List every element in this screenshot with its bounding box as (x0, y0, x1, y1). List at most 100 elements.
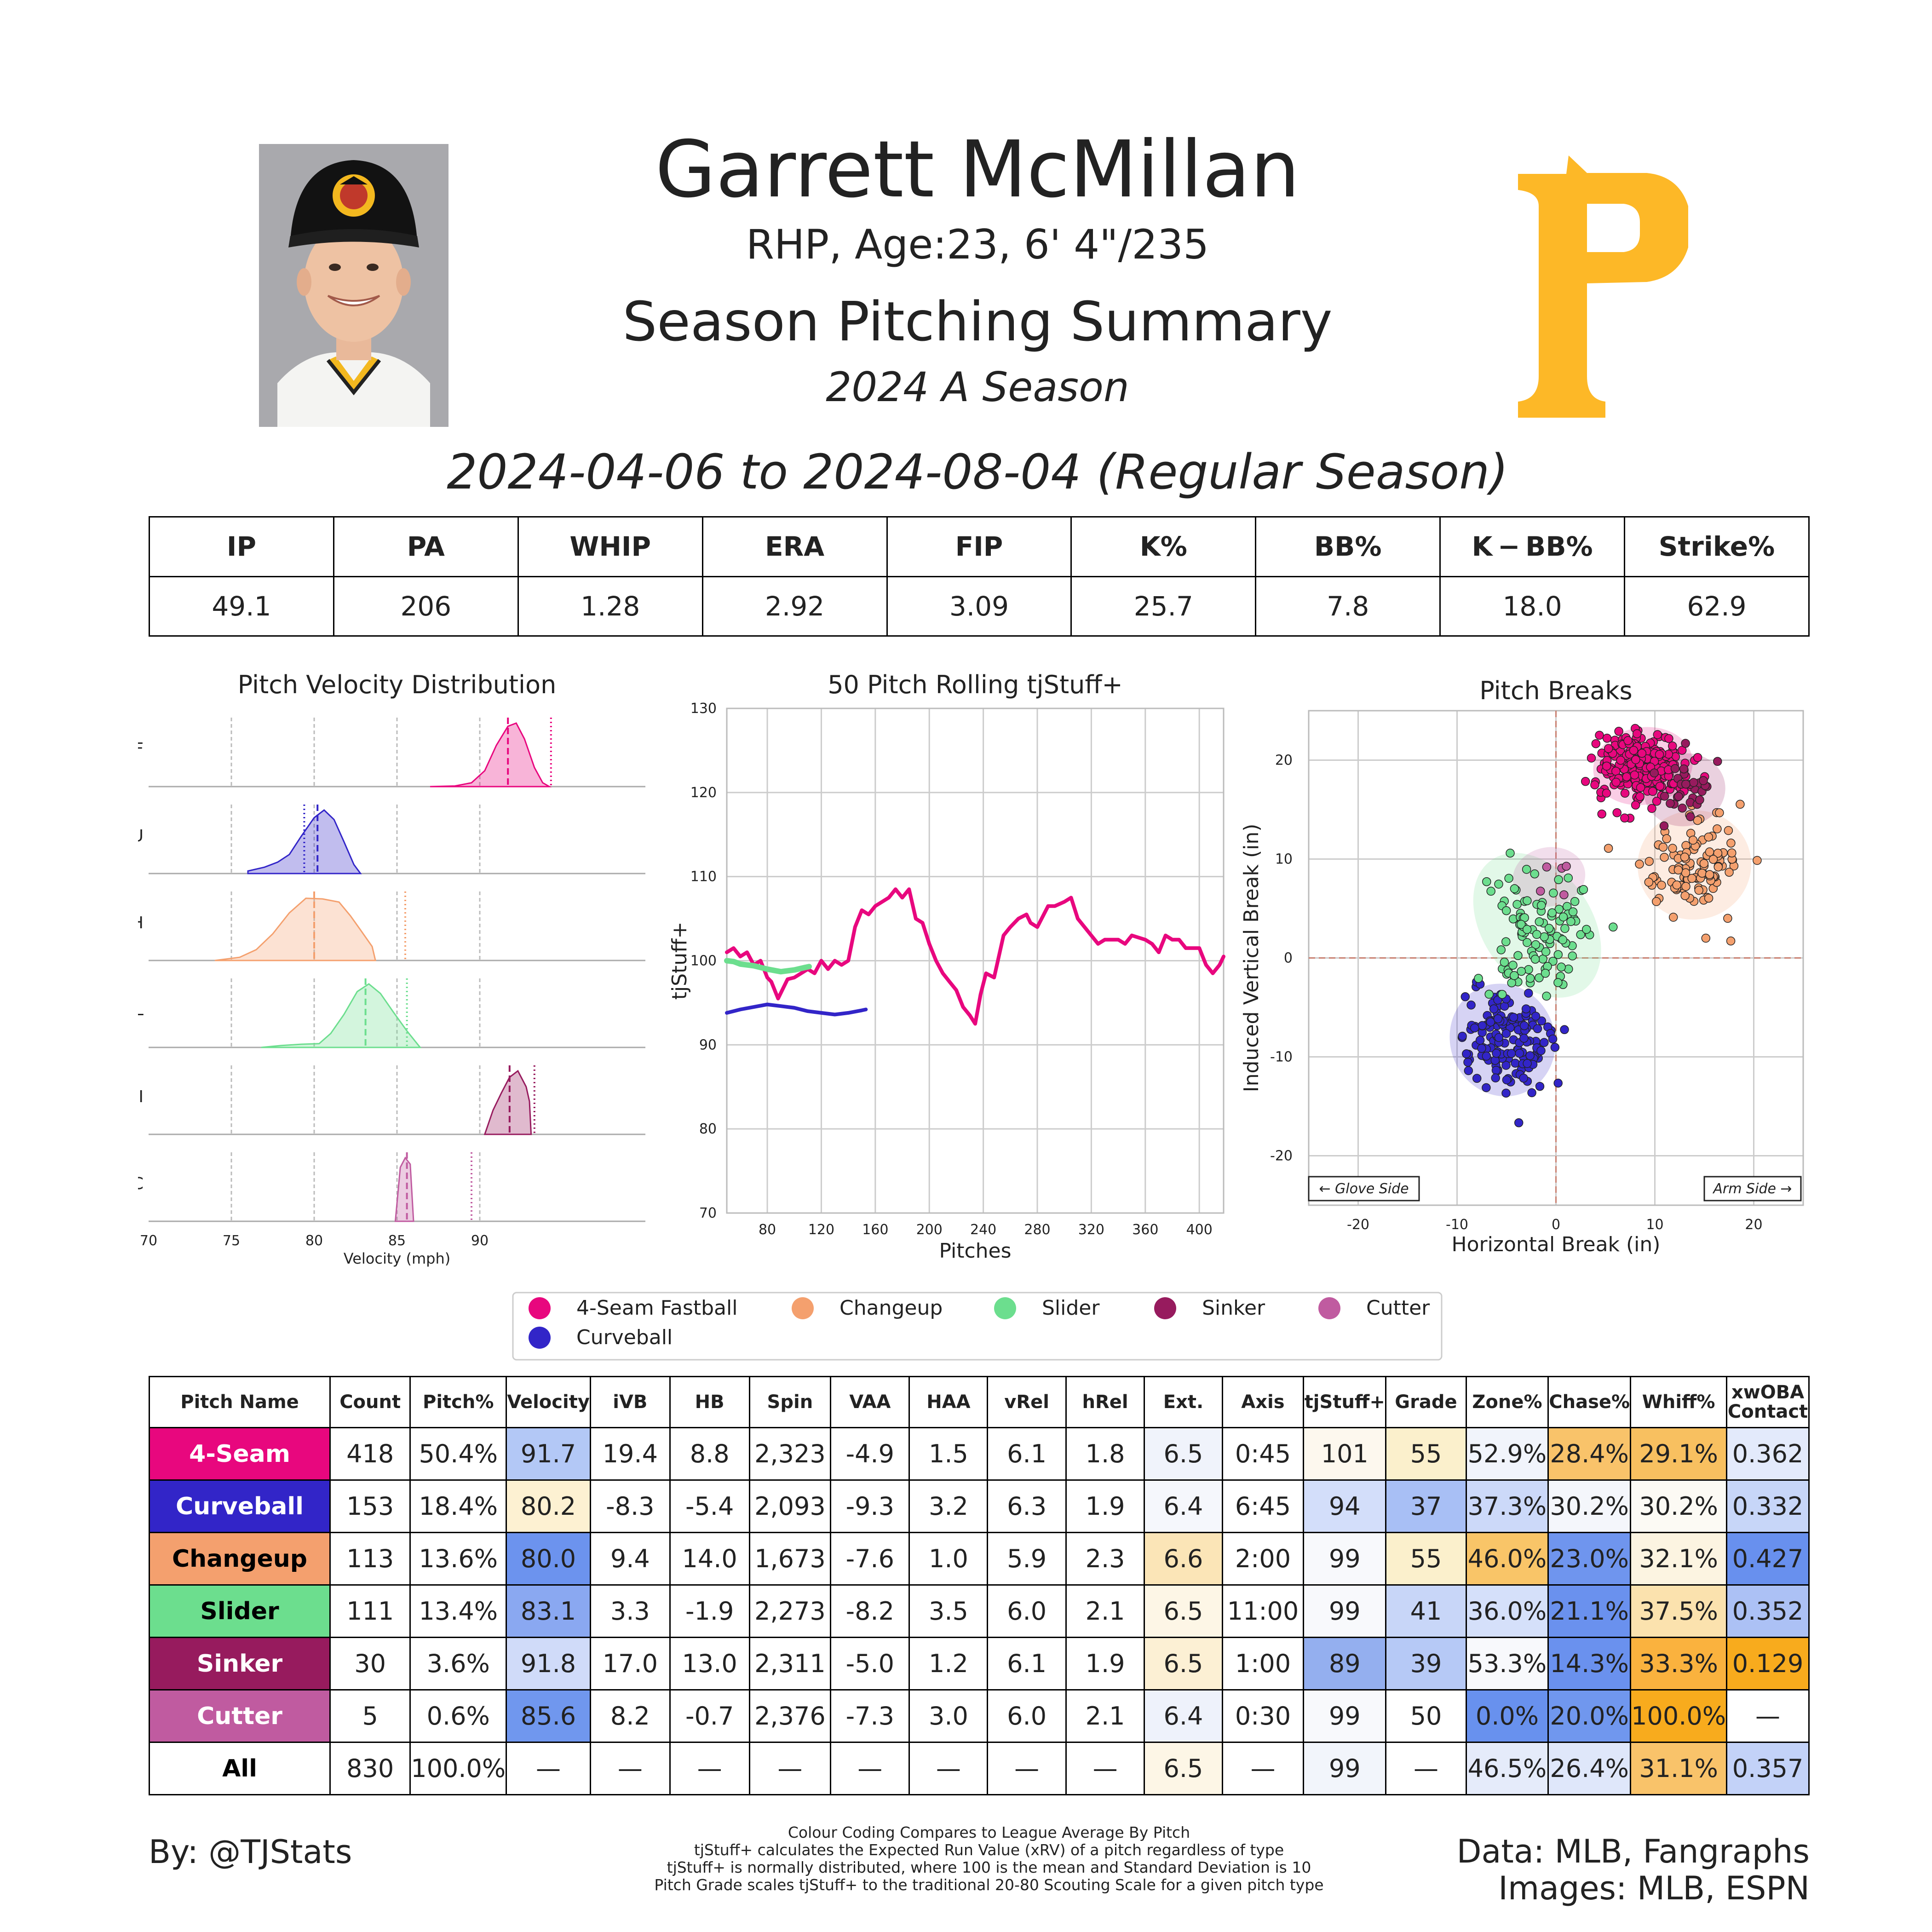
pitch-metric-cell: 52.9% (1465, 1427, 1549, 1481)
legend-marker (994, 1297, 1016, 1319)
pitch-abbrev-label: SI (138, 1087, 144, 1106)
pitch-metric-cell: 46.5% (1465, 1742, 1549, 1795)
break-point (1500, 1001, 1509, 1011)
break-point (1525, 973, 1535, 983)
pitch-metric-cell: 80.2 (506, 1479, 591, 1533)
break-point (1648, 787, 1657, 796)
break-point (1506, 848, 1515, 858)
footer-notes: Colour Coding Compares to League Average… (598, 1824, 1380, 1894)
summary-title: Season Pitching Summary (622, 290, 1333, 353)
player-headshot (259, 144, 448, 427)
break-point (1517, 920, 1526, 929)
break-point (1542, 991, 1551, 1001)
break-point (1522, 865, 1531, 874)
pitch-table-header-cell: Grade (1385, 1376, 1467, 1428)
team-logo (1518, 155, 1688, 418)
density-area (430, 722, 552, 788)
pitch-name-cell: Cutter (148, 1689, 331, 1743)
break-point (1493, 1014, 1503, 1024)
break-point (1647, 804, 1656, 813)
pitch-metric-cell: 3.0 (908, 1689, 989, 1743)
x-tick-label: -20 (1347, 1217, 1369, 1233)
x-tick-label: 160 (862, 1222, 888, 1238)
break-point (1581, 777, 1590, 786)
break-point (1540, 1038, 1549, 1047)
break-point (1486, 886, 1495, 896)
pitch-metric-cell: 37.3% (1465, 1479, 1549, 1533)
pitch-metric-cell: -5.0 (830, 1637, 910, 1690)
break-point (1496, 945, 1506, 954)
velocity-row: FF (138, 718, 645, 788)
break-point (1680, 852, 1690, 862)
velocity-row: SI (138, 1065, 645, 1135)
pitch-metric-cell: 13.0 (669, 1637, 750, 1690)
x-tick-label: 85 (388, 1233, 406, 1249)
pitch-metric-cell: 0.0% (1465, 1689, 1549, 1743)
pitch-metric-cell: 55 (1385, 1427, 1467, 1481)
break-point (1635, 792, 1644, 801)
break-point (1602, 761, 1611, 771)
break-point (1512, 900, 1522, 909)
pitch-metric-cell: 53.3% (1465, 1637, 1549, 1690)
x-tick-label: 320 (1078, 1222, 1104, 1238)
legend-item: Changeup (792, 1296, 943, 1320)
pitch-metric-cell: 11:00 (1221, 1584, 1305, 1638)
pitch-metric-cell: -1.9 (669, 1584, 750, 1638)
pitch-metric-cell: 0.332 (1726, 1479, 1810, 1533)
break-point (1504, 874, 1513, 883)
pitch-metric-cell: -8.3 (589, 1479, 671, 1533)
density-area (261, 983, 422, 1048)
density-area (394, 1156, 414, 1222)
break-point (1713, 757, 1722, 766)
pitch-metric-cell: 418 (329, 1427, 411, 1481)
break-point (1553, 950, 1563, 959)
pitch-abbrev-label: CU (138, 827, 144, 845)
break-point (1616, 755, 1625, 765)
pitch-table-row: Slider 111 13.4% 83.1 3.3 -1.9 2,273 -8.2 3.5 6.0… (148, 1584, 1810, 1638)
break-point (1714, 862, 1723, 872)
y-tick-label: 70 (699, 1205, 717, 1221)
break-point (1630, 770, 1639, 780)
break-point (1662, 834, 1671, 844)
pitch-metric-cell: 18.4% (409, 1479, 507, 1533)
y-tick-label: 80 (699, 1121, 717, 1137)
y-tick-label: 110 (690, 869, 717, 885)
break-point (1623, 736, 1633, 745)
pitch-table-header-cell: Chase% (1547, 1376, 1632, 1428)
break-point (1474, 974, 1483, 983)
pitch-table-row: Cutter 5 0.6% 85.6 8.2 -0.7 2,376 -7.3 3.0 6.0 2.1… (148, 1689, 1810, 1743)
pitch-metric-cell: 13.4% (409, 1584, 507, 1638)
y-axis-label: Induced Vertical Break (in) (1240, 824, 1263, 1092)
break-point (1502, 1075, 1512, 1085)
pitch-metric-cell: 26.4% (1547, 1742, 1632, 1795)
break-point (1535, 973, 1544, 983)
break-point (1510, 884, 1519, 893)
data-source: Data: MLB, Fangraphs (1456, 1833, 1810, 1870)
pitch-metric-cell: 2,323 (748, 1427, 832, 1481)
break-point (1537, 901, 1546, 910)
pitch-metric-cell: 6.3 (987, 1479, 1067, 1533)
pitch-metric-cell: 99 (1303, 1689, 1387, 1743)
break-point (1548, 956, 1558, 966)
pitch-table-header-row: Pitch Name Count Pitch% Velocity iVB HB Spin VA… (148, 1376, 1810, 1428)
pitch-metric-cell: 0.6% (409, 1689, 507, 1743)
pitch-metric-cell: 1:00 (1221, 1637, 1305, 1690)
break-point (1515, 1048, 1524, 1058)
rolling-tjstuff-chart: 50 Pitch Rolling tjStuff+ 80 120 160 200 240 2… (668, 670, 1225, 1263)
pitch-table-header-cell: Count (329, 1376, 411, 1428)
velocity-row: CU (138, 805, 645, 874)
break-point (1631, 755, 1640, 765)
break-point (1494, 1033, 1504, 1042)
velocity-row: FC (138, 1152, 645, 1222)
pitch-metrics-table: Pitch Name Count Pitch% Velocity iVB HB Spin VA… (148, 1376, 1810, 1795)
break-point (1653, 730, 1662, 739)
legend-item: Curveball (529, 1326, 673, 1349)
pitch-metric-cell: 23.0% (1547, 1532, 1632, 1586)
break-point (1595, 730, 1604, 740)
break-point (1547, 908, 1557, 918)
legend-label: Cutter (1366, 1296, 1430, 1320)
x-tick-label: 200 (916, 1222, 943, 1238)
break-point (1701, 933, 1711, 943)
break-point (1501, 1061, 1511, 1070)
pitch-metric-cell: 0.362 (1726, 1427, 1810, 1481)
